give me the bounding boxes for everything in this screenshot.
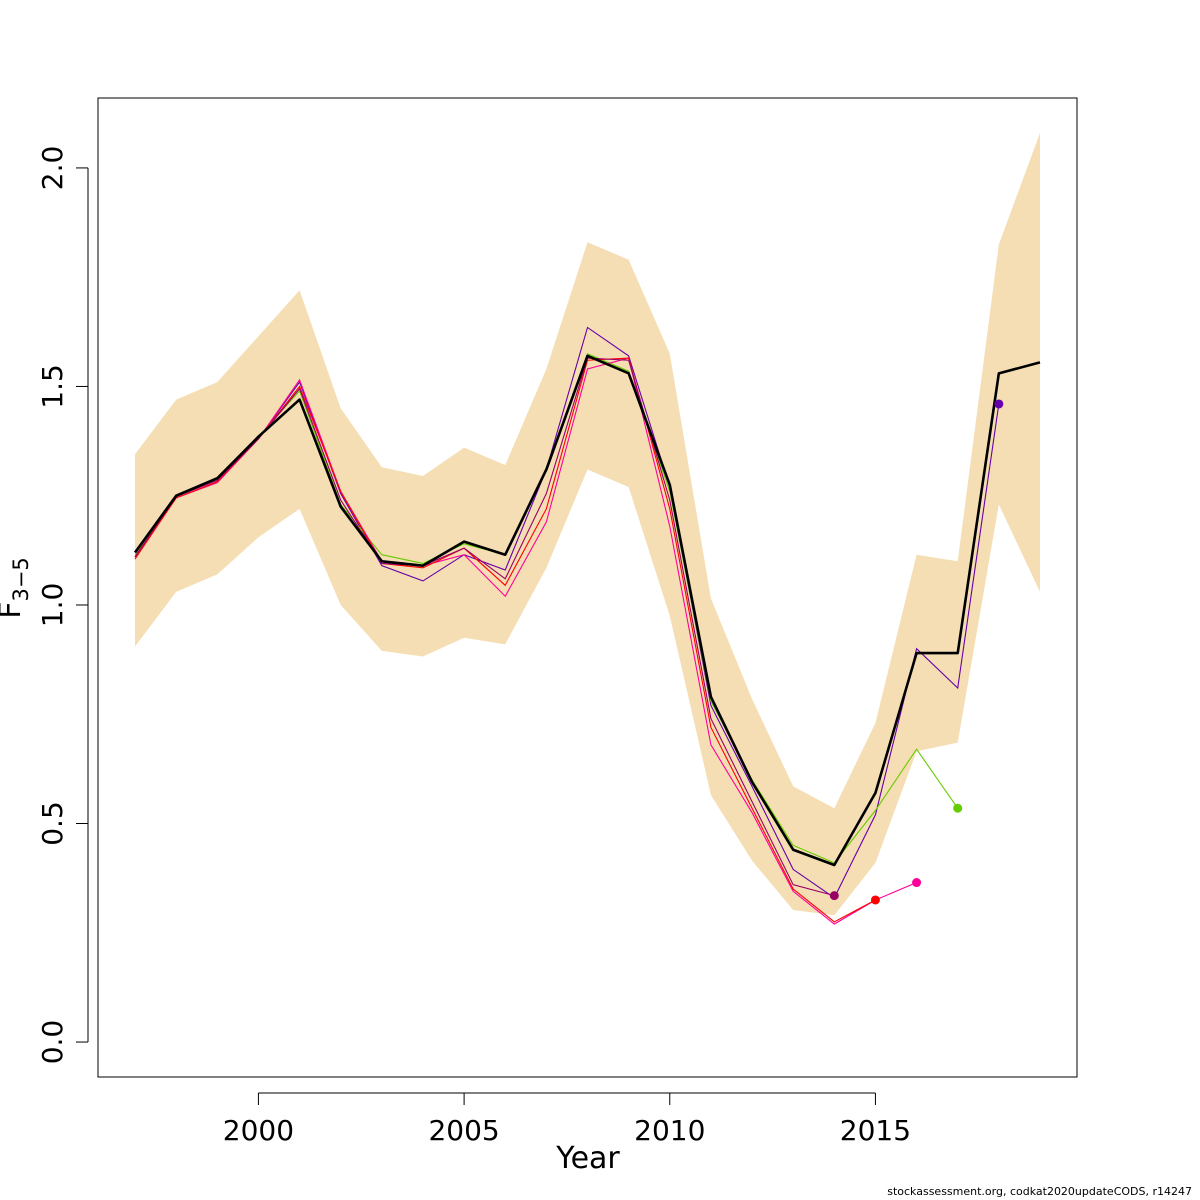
main-series-line: [133, 354, 1041, 867]
y-axis-title-subscript: 3−5: [9, 557, 33, 601]
y-tick-label-1: 0.5: [36, 801, 69, 846]
retro-series-line-2018: [134, 326, 1000, 899]
y-tick-label-0: 0.0: [36, 1020, 69, 1065]
x-axis-title: Year: [555, 1141, 620, 1176]
x-tick-label-2000: 2000: [223, 1114, 294, 1147]
x-tick-label-2005: 2005: [428, 1114, 499, 1147]
y-axis-title: F3−5: [0, 557, 33, 619]
plot-frame: [97, 97, 1078, 1078]
retro-endpoint-2018: [994, 399, 1004, 409]
retro-endpoints-layer: [829, 399, 1004, 905]
credit-text: stockassessment.org, codkat2020updateCOD…: [887, 1185, 1192, 1198]
confidence-band: [135, 132, 1040, 916]
retro-endpoint-2015: [870, 895, 880, 905]
x-tick-label-2015: 2015: [840, 1114, 911, 1147]
x-axis: 2000 2005 2010 2015: [223, 1092, 911, 1147]
main-series-layer: [133, 354, 1041, 867]
y-tick-label-3: 1.5: [36, 364, 69, 409]
retro-endpoint-2016: [912, 878, 922, 888]
retro-endpoint-2017: [953, 803, 963, 813]
retro-series-line-2014: [134, 357, 835, 897]
confidence-band-layer: [135, 132, 1040, 916]
y-axis-title-main: F: [0, 602, 28, 619]
y-axis: 0.0 0.5 1.0 1.5 2.0: [36, 146, 89, 1065]
retro-endpoint-2014: [829, 891, 839, 901]
y-tick-label-2: 1.0: [36, 583, 69, 628]
y-tick-label-4: 2.0: [36, 146, 69, 191]
x-tick-label-2010: 2010: [634, 1114, 705, 1147]
